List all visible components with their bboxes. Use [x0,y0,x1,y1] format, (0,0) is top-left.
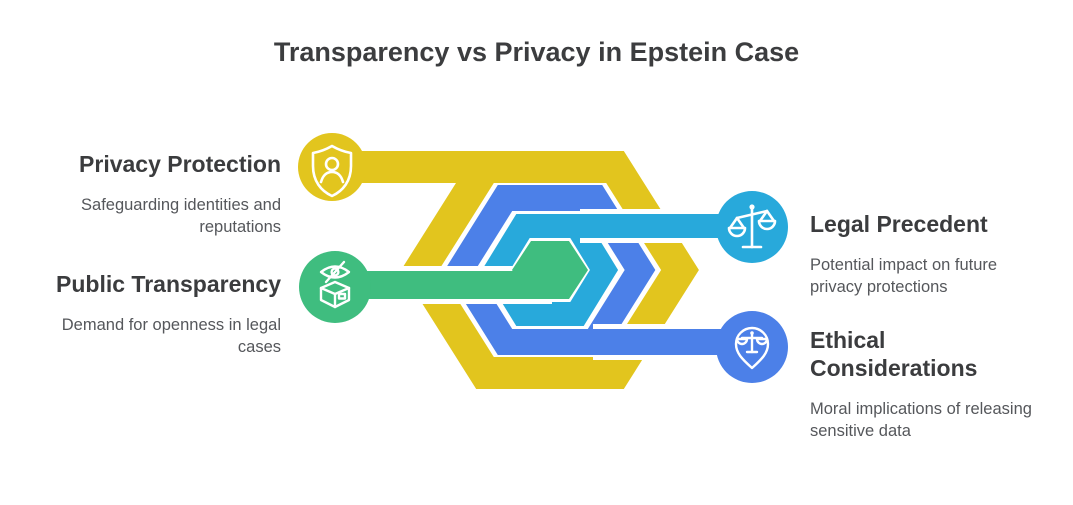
public-transparency-icon [299,251,371,323]
node-label-legal-precedent: Legal Precedent Potential impact on futu… [810,210,1050,298]
node-description-ethical-considerations: Moral implications of releasing sensitiv… [810,400,1032,440]
node-label-privacy-protection: Privacy Protection Safeguarding identiti… [31,150,281,238]
transparency-icon-circle [299,251,371,323]
ethical-connector-bar [505,329,752,355]
node-title-ethical-considerations: Ethical Considerations [810,327,978,381]
open-box-eye-icon [319,260,351,309]
scales-pin-icon [734,326,770,370]
node-title-public-transparency: Public Transparency [56,271,281,297]
node-title-legal-precedent: Legal Precedent [810,211,988,237]
balance-scales-icon [727,204,777,249]
node-label-public-transparency: Public Transparency Demand for openness … [31,270,281,358]
node-label-ethical-considerations: Ethical Considerations Moral implication… [810,326,1040,442]
node-description-privacy-protection: Safeguarding identities and reputations [81,196,281,236]
page-title: Transparency vs Privacy in Epstein Case [273,37,800,67]
privacy-protection-icon [298,133,366,201]
privacy-connector-bar [332,151,542,183]
center-green-hexagon [512,241,588,299]
shield-person-icon [311,144,353,198]
node-description-public-transparency: Demand for openness in legal cases [61,316,281,356]
legal-precedent-icon [716,191,788,263]
ethical-considerations-icon [716,311,788,383]
node-title-privacy-protection: Privacy Protection [79,151,281,177]
node-description-legal-precedent: Potential impact on future privacy prote… [810,256,998,296]
privacy-icon-circle [298,133,366,201]
